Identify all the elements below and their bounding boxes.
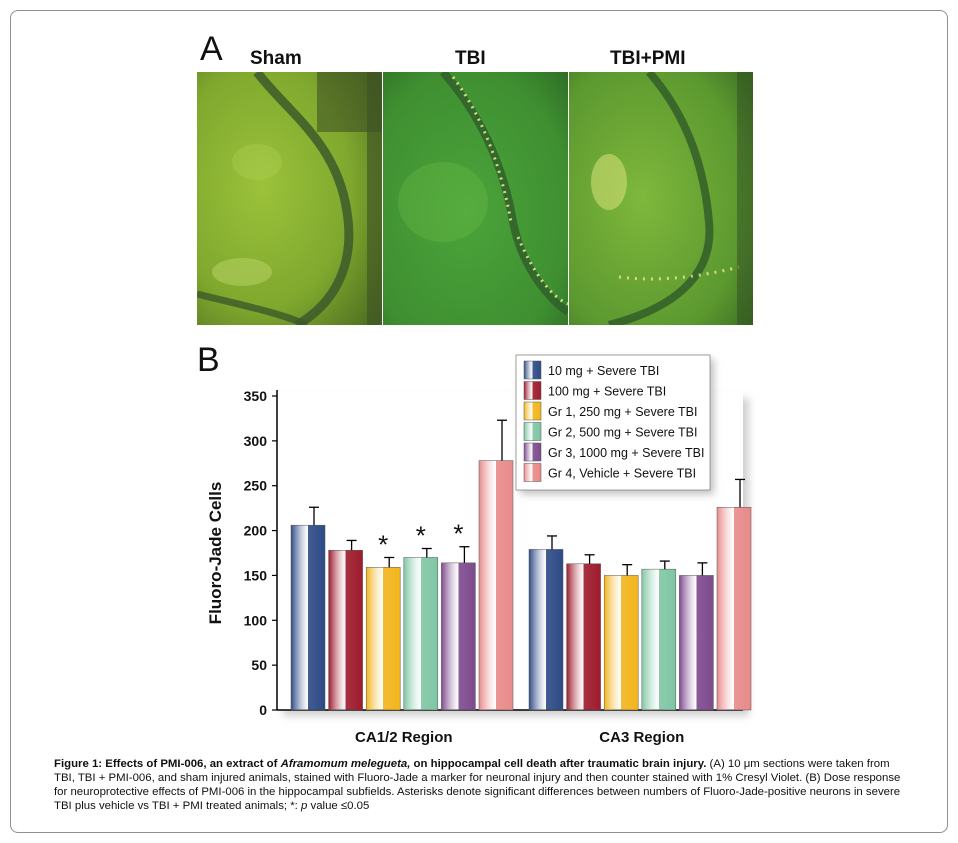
legend-swatch <box>523 422 542 441</box>
caption-p: p <box>301 800 308 812</box>
legend-label: Gr 1, 250 mg + Severe TBI <box>548 405 698 419</box>
legend-swatch <box>523 401 542 421</box>
bar <box>679 575 714 711</box>
legend-box <box>515 354 711 491</box>
bar <box>603 575 639 711</box>
bar <box>528 549 564 711</box>
bar <box>328 550 363 711</box>
panel-a-letter: A <box>200 30 223 68</box>
bar <box>641 568 677 711</box>
caption-body: (A) 10 μm sections were taken from TBI, … <box>54 758 901 812</box>
tbi-pmi-label: TBI+PMI <box>610 48 686 69</box>
category-label: CA1/2 Region <box>355 729 453 746</box>
caption-title-prefix: Figure 1: Effects of PMI-006, an extract… <box>54 758 281 770</box>
y-tick-label: 350 <box>244 388 268 404</box>
caption-title-suffix: on hippocampal cell death after traumati… <box>410 758 707 770</box>
caption-species: Aframomum melegueta, <box>280 758 411 770</box>
panel-b-letter: B <box>197 341 220 379</box>
sham-micrograph <box>197 72 382 325</box>
y-tick-label: 50 <box>251 657 267 673</box>
legend-label: Gr 4, Vehicle + Severe TBI <box>548 467 696 481</box>
tbi-micrograph <box>383 72 568 325</box>
bar <box>478 460 514 711</box>
significance-star: * <box>378 529 388 559</box>
bar <box>365 567 401 711</box>
y-axis-label: Fluoro-Jade Cells <box>206 482 225 625</box>
legend-swatch <box>523 463 542 482</box>
caption-body-end: value ≤0.05 <box>307 800 370 812</box>
y-tick-label: 150 <box>244 567 268 583</box>
y-tick-label: 250 <box>244 478 268 494</box>
legend-swatch <box>523 381 542 400</box>
bar <box>403 557 439 711</box>
legend-swatch <box>523 360 542 380</box>
tbi-pmi-micrograph <box>569 72 753 325</box>
tbi-label: TBI <box>455 48 486 69</box>
legend-label: Gr 2, 500 mg + Severe TBI <box>548 426 698 440</box>
y-tick-label: 200 <box>244 523 268 539</box>
bar <box>290 524 326 711</box>
y-tick-label: 0 <box>259 702 267 718</box>
bar <box>716 506 752 711</box>
figure-caption: Figure 1: Effects of PMI-006, an extract… <box>54 757 906 813</box>
bar <box>566 563 601 711</box>
significance-star: * <box>416 521 426 551</box>
y-tick-label: 300 <box>244 433 268 449</box>
sham-label: Sham <box>250 48 302 69</box>
bar-chart: 0 50 100 150 200 250 300 350 Fluoro-Jade Cells * *… <box>206 354 752 746</box>
legend-label: 100 mg + Severe TBI <box>548 385 666 399</box>
legend-swatch <box>523 442 542 462</box>
legend-label: Gr 3, 1000 mg + Severe TBI <box>548 446 704 460</box>
category-label: CA3 Region <box>599 729 684 746</box>
y-tick-label: 100 <box>244 612 268 628</box>
bar <box>441 562 476 711</box>
legend-label: 10 mg + Severe TBI <box>548 364 659 378</box>
significance-star: * <box>453 519 463 549</box>
